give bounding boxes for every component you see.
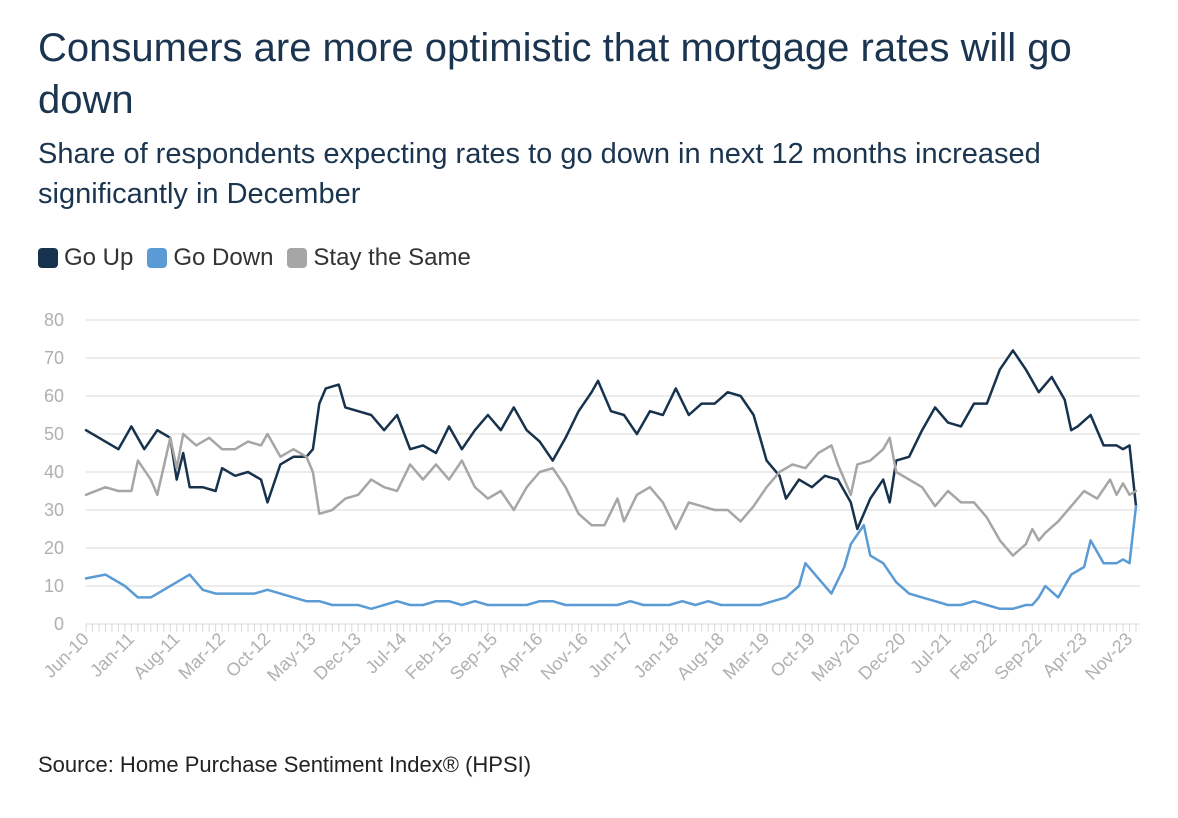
x-tick-label: Dec-20 (854, 629, 909, 684)
x-axis-ticks: Jun-10Jan-11Aug-11Mar-12Oct-12May-13Dec-… (40, 629, 1137, 686)
y-axis-ticks: 0 10 20 30 40 50 60 70 80 (44, 310, 64, 634)
x-tick-label: Nov-16 (537, 629, 592, 684)
legend-item-go-up[interactable]: Go Up (38, 244, 133, 272)
grid-lines (86, 319, 1140, 625)
y-tick-label: 60 (44, 386, 64, 406)
x-axis-tick-marks (85, 624, 1137, 632)
x-tick-label: May-13 (263, 629, 320, 686)
x-tick-label: Dec-13 (310, 629, 365, 684)
series-line-go-up (84, 349, 1138, 531)
x-tick-label: Apr-23 (1039, 629, 1091, 681)
x-tick-label: Jan-11 (86, 629, 138, 681)
legend-item-go-down[interactable]: Go Down (147, 244, 273, 272)
y-tick-label: 50 (44, 424, 64, 444)
legend-label-stay-same: Stay the Same (313, 244, 471, 271)
y-tick-label: 10 (44, 576, 64, 596)
legend-label-go-up: Go Up (64, 244, 134, 271)
y-tick-label: 70 (44, 348, 64, 368)
series-line-stay-the-same (84, 432, 1138, 557)
y-tick-label: 30 (44, 500, 64, 520)
x-tick-label: Sep-22 (990, 629, 1045, 684)
x-tick-label: Aug-11 (129, 629, 183, 683)
y-tick-label: 0 (54, 614, 64, 634)
legend-swatch-go-down (147, 248, 168, 268)
x-tick-label: Feb-22 (946, 629, 1000, 683)
chart-legend: Go Up Go Down Stay the Same (38, 244, 471, 272)
series-line-go-down (84, 504, 1138, 611)
x-tick-label: Mar-19 (719, 629, 773, 683)
y-tick-label: 20 (44, 538, 64, 558)
x-tick-label: Jun-10 (40, 629, 93, 682)
x-tick-label: Apr-16 (494, 629, 546, 681)
x-tick-label: Sep-15 (446, 629, 501, 684)
chart-subtitle: Share of respondents expecting rates to … (38, 138, 1041, 210)
x-tick-label: Aug-18 (673, 629, 728, 684)
legend-item-stay-same[interactable]: Stay the Same (287, 244, 471, 272)
chart-title: Consumers are more optimistic that mortg… (38, 26, 1072, 122)
source-note: Source: Home Purchase Sentiment Index® (… (38, 752, 532, 777)
x-tick-label: Jun-17 (584, 629, 637, 682)
x-tick-label: Feb-15 (401, 629, 455, 683)
y-tick-label: 40 (44, 462, 64, 482)
series-lines (84, 349, 1138, 611)
legend-swatch-go-up (38, 248, 58, 268)
y-tick-label: 80 (44, 310, 64, 330)
x-tick-label: Mar-12 (174, 629, 228, 683)
legend-swatch-stay-same (287, 248, 308, 268)
x-tick-label: Nov-23 (1081, 629, 1136, 684)
x-tick-label: May-20 (808, 629, 865, 686)
legend-label-go-down: Go Down (173, 244, 274, 271)
x-tick-label: Jan-18 (630, 629, 683, 682)
